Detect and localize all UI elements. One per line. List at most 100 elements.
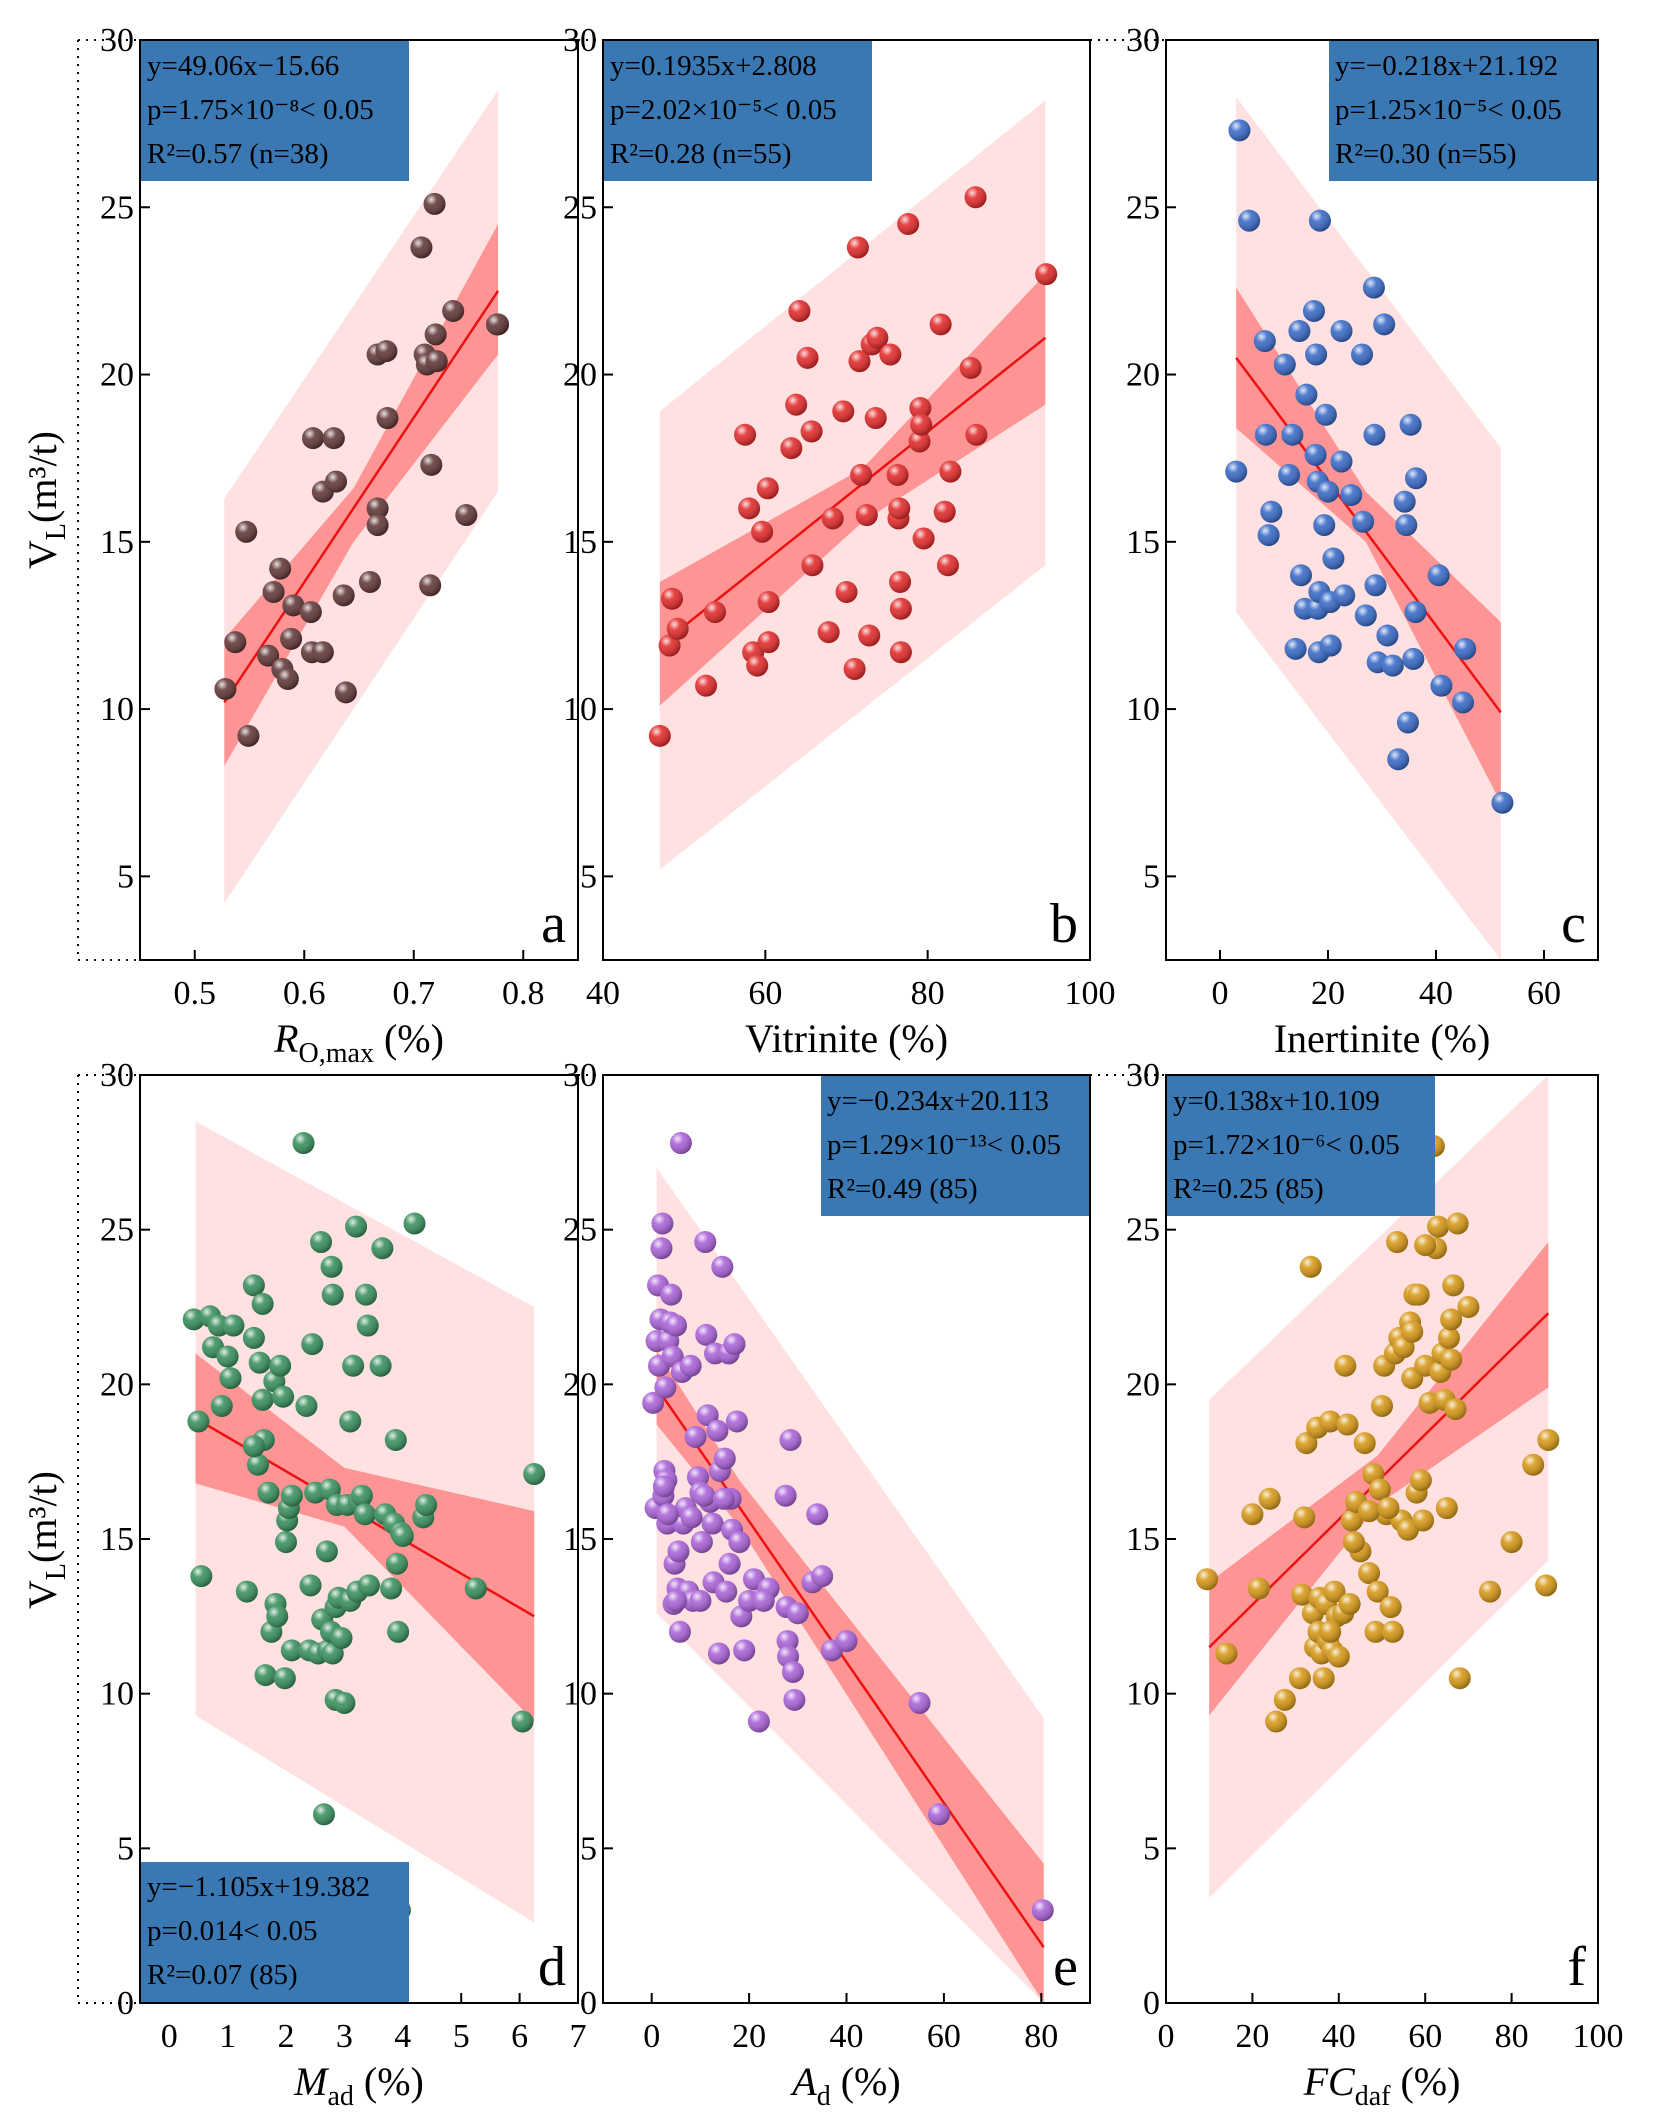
data-point-shade: [219, 1367, 242, 1390]
y-axis-label-unit: (m³/t): [20, 1471, 65, 1563]
y-tick-label: 5: [580, 1830, 597, 1867]
x-tick-label: 0: [643, 2018, 660, 2055]
data-point-shade: [1368, 1478, 1391, 1501]
points-group: [1196, 1135, 1560, 1733]
data-point-shade: [420, 453, 443, 476]
data-point-shade: [1414, 1234, 1437, 1257]
x-axis-label: Ad (%): [789, 2059, 900, 2112]
x-axis-label-unit: (%): [354, 2059, 424, 2104]
data-point-shade: [312, 1803, 335, 1826]
data-point-shade: [295, 1394, 318, 1417]
data-point-shade: [1402, 647, 1425, 670]
data-point-shade: [695, 1323, 718, 1346]
data-point-shade: [1302, 299, 1325, 322]
data-point-shade: [1427, 1215, 1450, 1238]
data-point-shade: [912, 527, 935, 550]
data-point-shade: [835, 581, 858, 603]
data-point-shade: [1454, 637, 1477, 660]
data-point-shade: [1404, 601, 1427, 624]
data-point-shade: [262, 581, 285, 603]
data-point-shade: [835, 1630, 858, 1653]
data-point-shade: [817, 621, 840, 644]
data-point-shade: [909, 397, 932, 419]
y-tick-label: 15: [100, 1521, 134, 1558]
data-point-shade: [866, 326, 889, 349]
data-point-shade: [1442, 1274, 1465, 1297]
data-point-shade: [366, 497, 389, 520]
stats-box: y=−0.218x+21.192 p=1.25×10⁻⁵< 0.05 R²=0.30…: [1329, 41, 1597, 181]
y-axis-ticks: 5 10 15 20 25 30: [100, 22, 150, 895]
y-tick-label: 30: [1126, 22, 1160, 59]
y-tick-label: 15: [100, 524, 134, 561]
x-axis-label-unit: (%): [831, 2059, 901, 2104]
y-tick-label: 25: [1126, 1212, 1160, 1249]
data-point-shade: [648, 724, 671, 747]
x-tick-label: 60: [1408, 2018, 1442, 2055]
x-axis-ticks: 0 20 40 60 80 100: [1158, 1993, 1624, 2055]
data-point-shade: [1295, 1432, 1318, 1455]
x-axis-label-symbol: A: [789, 2059, 817, 2104]
y-tick-label: 20: [563, 1366, 597, 1403]
data-point-shade: [652, 1475, 675, 1498]
data-point-shade: [1334, 1354, 1357, 1377]
data-point-shade: [1338, 1592, 1361, 1615]
data-point-shade: [718, 1552, 741, 1575]
data-point-shade: [713, 1447, 736, 1470]
data-point-shade: [282, 594, 305, 617]
data-point-shade: [1452, 691, 1474, 714]
data-point-shade: [387, 1620, 410, 1643]
data-point-shade: [464, 1577, 487, 1600]
data-point-shade: [1330, 320, 1353, 343]
data-point-shade: [1314, 403, 1337, 426]
data-point-shade: [908, 430, 931, 453]
data-point-shade: [257, 1481, 280, 1504]
points-group: [648, 186, 1058, 747]
data-point-shade: [1353, 1432, 1376, 1455]
data-point-shade: [1448, 1667, 1471, 1690]
data-point-shade: [1241, 1503, 1264, 1526]
panel-letter: c: [1561, 893, 1586, 955]
data-point-shade: [832, 400, 855, 423]
data-point-shade: [889, 570, 912, 593]
data-point-shade: [1319, 1410, 1342, 1433]
data-point-shade: [1393, 490, 1416, 513]
y-tick-label: 25: [100, 1212, 134, 1249]
data-point-shade: [1313, 514, 1336, 537]
data-point-shade: [299, 1574, 322, 1597]
y-tick-label: 20: [1126, 357, 1160, 394]
data-point-shade: [1440, 1308, 1463, 1331]
data-point-shade: [680, 1506, 703, 1529]
data-point-shade: [1362, 276, 1385, 299]
x-axis-label-unit: (%): [1390, 2059, 1460, 2104]
data-point-shade: [1427, 564, 1450, 587]
y-axis-ticks: 5 10 15 20 25 30: [1126, 22, 1176, 895]
data-point-shade: [214, 678, 237, 701]
data-point-shade: [747, 1710, 770, 1733]
data-point-shade: [701, 1512, 724, 1535]
y-tick-label: 25: [1126, 189, 1160, 226]
data-point-shade: [376, 407, 399, 430]
data-point-shade: [325, 470, 348, 493]
plot-frame: [602, 39, 1091, 961]
data-point-shade: [190, 1565, 213, 1588]
data-point-shade: [679, 1354, 702, 1377]
data-point-shade: [266, 1605, 289, 1628]
data-point-shade: [187, 1410, 210, 1433]
data-point-shade: [1284, 637, 1307, 660]
data-point-shade: [694, 1231, 717, 1254]
data-point-shade: [781, 1661, 804, 1684]
y-axis-ticks: 5 10 15 20 25 30: [563, 22, 613, 895]
x-tick-label: 2: [278, 2018, 295, 2055]
x-axis-label-symbol: Vitrinite (%): [745, 1016, 948, 1061]
x-axis-ticks: 0 1 2 3 4 5 6 7: [161, 1993, 587, 2055]
x-tick-label: 3: [336, 2018, 353, 2055]
y-tick-label: 30: [100, 22, 134, 59]
x-axis-label: FCdaf (%): [1303, 2059, 1461, 2112]
plot-area: [1225, 96, 1514, 960]
data-point-shade: [299, 601, 322, 624]
data-point-shade: [1265, 1710, 1288, 1733]
data-point-shade: [1387, 748, 1410, 771]
x-axis-label-symbol: Inertinite (%): [1274, 1016, 1491, 1061]
data-point-shade: [846, 236, 869, 259]
